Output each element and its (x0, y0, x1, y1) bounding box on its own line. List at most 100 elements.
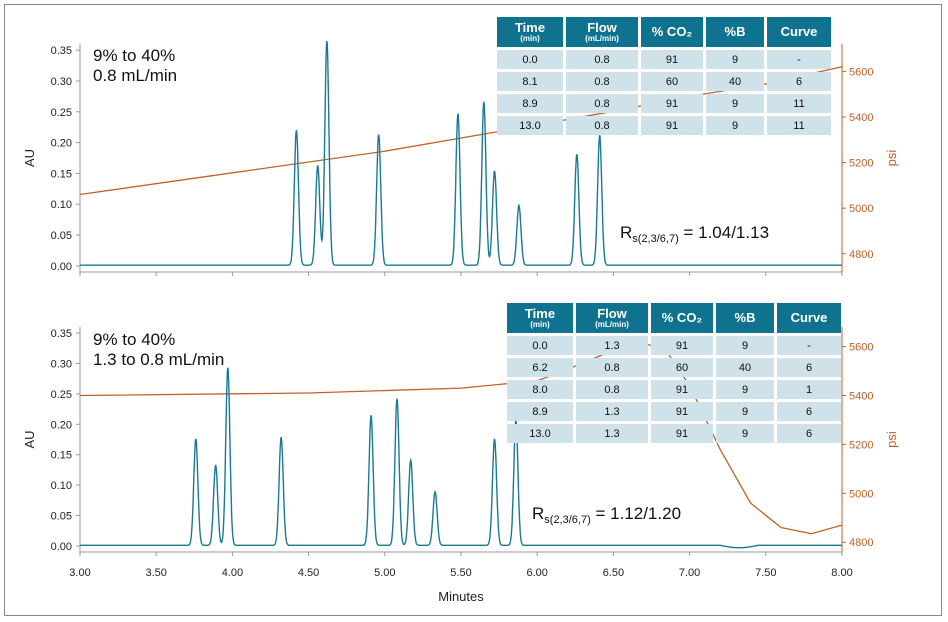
header-label: % CO₂ (661, 310, 703, 325)
panel2-y-tick-label: 0.35 (51, 328, 72, 340)
table-row: 8.0 0.8 91 9 1 (507, 380, 841, 399)
panel2-gradient-table: Time (min) Flow (mL/min) % CO₂ %B Curve 0.0 1.3 9… (504, 300, 844, 446)
table-header-cell: % CO₂ (651, 303, 713, 333)
header-label: %B (734, 310, 756, 325)
table-cell: - (767, 50, 831, 69)
table-cell: 8.9 (507, 402, 573, 421)
x-tick-label: 7.50 (755, 567, 776, 579)
table-cell: 9 (706, 50, 764, 69)
x-axis-title: Minutes (438, 589, 484, 604)
panel1-chromatogram-line (80, 40, 842, 266)
x-tick-label: 6.50 (603, 567, 624, 579)
table-header-cell: Time (min) (507, 303, 573, 333)
panel1-flow-label: 0.8 mL/min (93, 66, 178, 85)
table-header-cell: % CO₂ (641, 17, 703, 47)
table-row: 8.9 0.8 91 9 11 (497, 94, 831, 113)
panel2-chromatogram-line (80, 367, 842, 549)
table-header-cell: %B (716, 303, 774, 333)
panel1-resolution-prefix: R (620, 223, 632, 242)
header-label: Flow (587, 19, 617, 35)
table-cell: 0.8 (566, 94, 638, 113)
panel1-y-tick-label: 0.30 (51, 76, 72, 88)
table-cell: 8.1 (497, 72, 563, 91)
header-unit: (min) (520, 33, 540, 43)
header-label: % CO₂ (651, 24, 693, 39)
panel1-annotation: 9% to 40% 0.8 mL/min (93, 46, 177, 86)
panel2-resolution-prefix: R (532, 504, 544, 523)
panel2-y2-tick-label: 5400 (849, 390, 873, 402)
table-cell: 0.0 (497, 50, 563, 69)
table-header-cell: Curve (777, 303, 841, 333)
table-cell: 11 (767, 94, 831, 113)
panel2-annotation: 9% to 40% 1.3 to 0.8 mL/min (93, 330, 224, 370)
panel1-y-tick-label: 0.15 (51, 168, 72, 180)
table-cell: 1.3 (576, 336, 648, 355)
x-tick-label: 4.00 (222, 567, 243, 579)
table-cell: - (777, 336, 841, 355)
table-row: 0.0 0.8 91 9- (497, 50, 831, 69)
table-row: 0.0 1.3 91 9- (507, 336, 841, 355)
table-cell: 9 (716, 424, 774, 443)
table-row: 13.0 1.3 91 9 6 (507, 424, 841, 443)
table-header-cell: Curve (767, 17, 831, 47)
table-cell: 11 (767, 116, 831, 135)
panel2-y2-axis-title: psi (884, 431, 899, 448)
panel1-y-tick-label: 0.05 (51, 230, 72, 242)
panel1-y-tick-label: 0.25 (51, 107, 72, 119)
table-cell: 9 (706, 94, 764, 113)
table-cell: 91 (641, 50, 703, 69)
panel1-gradient-table: Time (min) Flow (mL/min)% CO₂ %B Curve 0.0 0.8 9… (494, 14, 834, 138)
panel1-y-tick-label: 0.00 (51, 261, 72, 273)
x-tick-label: 7.00 (679, 567, 700, 579)
panel1-gradient-label: 9% to 40% (93, 46, 176, 65)
x-tick-label: 4.50 (298, 567, 319, 579)
table-header-cell: Flow (mL/min) (576, 303, 648, 333)
table-header-cell: Time (min) (497, 17, 563, 47)
panel1-y2-axis-title: psi (884, 150, 899, 167)
panel1-y-axis-title: AU (22, 149, 37, 167)
header-unit: (min) (530, 319, 550, 329)
header-unit: (mL/min) (585, 33, 619, 43)
table-cell: 40 (716, 358, 774, 377)
panel2-gradient-label: 9% to 40% (93, 330, 176, 349)
header-label: %B (724, 24, 746, 39)
table-cell: 6.2 (507, 358, 573, 377)
x-tick-label: 3.00 (69, 567, 90, 579)
panel2-resolution-value: = 1.12/1.20 (591, 504, 681, 523)
panel2-y-tick-label: 0.25 (51, 389, 72, 401)
table-cell: 1 (777, 380, 841, 399)
table-cell: 91 (651, 336, 713, 355)
table-cell: 13.0 (507, 424, 573, 443)
header-label: Time (514, 19, 546, 35)
table-row: 8.1 0.8 60 40 6 (497, 72, 831, 91)
table-cell: 91 (641, 116, 703, 135)
table-cell: 91 (641, 94, 703, 113)
table-cell: 0.8 (566, 72, 638, 91)
panel2-y-tick-label: 0.20 (51, 419, 72, 431)
panel2-y-tick-label: 0.15 (51, 450, 72, 462)
table-cell: 1.3 (576, 402, 648, 421)
table-header-cell: Flow (mL/min) (566, 17, 638, 47)
table-cell: 8.9 (497, 94, 563, 113)
table-cell: 9 (716, 380, 774, 399)
panel2-y-axis-title: AU (22, 430, 37, 448)
panel2-resolution-subscript: s(2,3/6,7) (544, 514, 590, 526)
table-cell: 13.0 (497, 116, 563, 135)
panel1-y2-tick-label: 4800 (849, 249, 873, 261)
table-row: 13.0 0.8 91 9 11 (497, 116, 831, 135)
table-cell: 0.8 (576, 380, 648, 399)
table-cell: 91 (651, 402, 713, 421)
table-cell: 0.8 (576, 358, 648, 377)
table-row: 8.9 1.3 91 9 6 (507, 402, 841, 421)
table-cell: 60 (651, 358, 713, 377)
table-cell: 9 (716, 402, 774, 421)
table-header-row: Time (min) Flow (mL/min) % CO₂ %B Curve (507, 303, 841, 333)
header-label: Curve (790, 310, 828, 325)
table-cell: 40 (706, 72, 764, 91)
x-tick-label: 8.00 (831, 567, 852, 579)
header-label: Flow (597, 305, 627, 321)
panel1-y-tick-label: 0.35 (51, 45, 72, 57)
table-header-cell: %B (706, 17, 764, 47)
table-row: 6.2 0.8 60 40 6 (507, 358, 841, 377)
panel2-y2-tick-label: 5200 (849, 439, 873, 451)
